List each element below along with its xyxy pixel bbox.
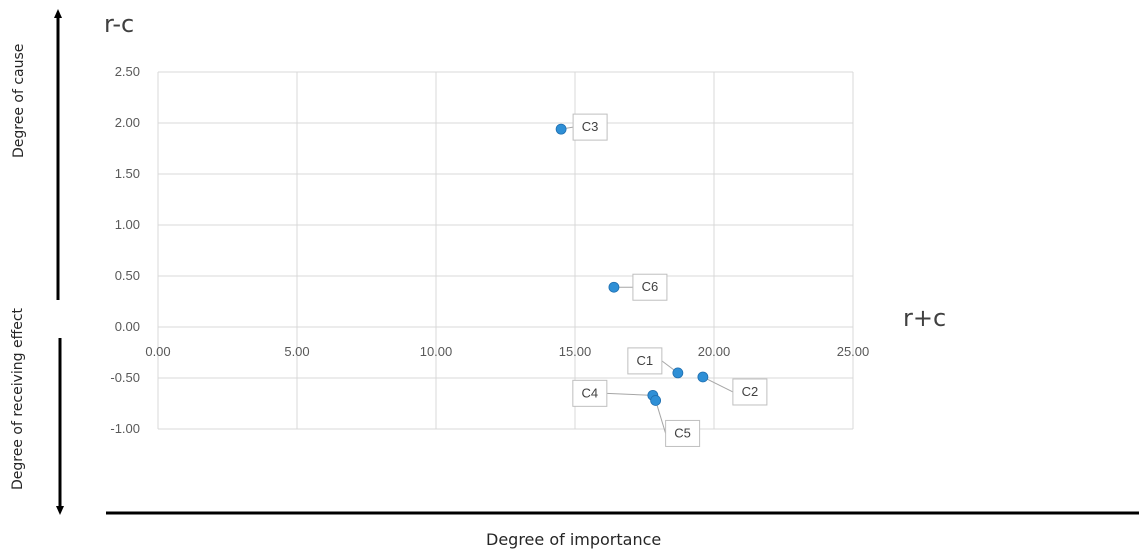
data-point-c5 — [650, 395, 662, 406]
degree-of-importance-label: Degree of importance — [486, 530, 662, 549]
y-tick-label: 2.50 — [115, 64, 140, 79]
y-tick-label: 0.00 — [115, 319, 140, 334]
y-tick-label: 0.50 — [115, 268, 140, 283]
data-label-box-c4 — [572, 379, 608, 407]
data-label-layer: C1 C2 C3 C4 C5 C6 — [572, 113, 768, 447]
y-tick-label: -1.00 — [110, 421, 140, 436]
x-tick-label: 10.00 — [420, 344, 453, 359]
receiving-effect-arrow — [56, 338, 64, 515]
leader-line-c5 — [655, 400, 667, 434]
leader-line-c4 — [606, 392, 653, 396]
x-tick-label: 0.00 — [145, 344, 170, 359]
data-label-c3: C3 — [582, 119, 599, 134]
data-label-box-c2 — [732, 378, 768, 406]
data-label-c5: C5 — [674, 425, 691, 440]
grid-layer — [157, 71, 854, 430]
data-label-c6: C6 — [642, 279, 659, 294]
tick-label-layer: 2.50 2.00 1.50 1.00 0.50 0.00 -0.50 -1.00 0.00 5.… — [110, 64, 869, 436]
degree-of-cause-label: Degree of cause — [11, 43, 27, 158]
y-tick-label: 2.00 — [115, 115, 140, 130]
x-tick-label: 20.00 — [698, 344, 731, 359]
x-tick-label: 15.00 — [559, 344, 592, 359]
y-tick-label: -0.50 — [110, 370, 140, 385]
leader-line-c2 — [702, 376, 734, 393]
data-label-c2: C2 — [742, 384, 759, 399]
x-axis-title: r+c — [903, 304, 947, 332]
data-label-box-c5 — [665, 419, 701, 447]
data-label-c4: C4 — [582, 385, 599, 400]
data-label-c1: C1 — [637, 353, 654, 368]
y-axis-title: r-c — [104, 10, 135, 38]
data-point-layer — [555, 123, 709, 406]
data-label-box-c1 — [627, 347, 663, 375]
data-point-c6 — [608, 281, 620, 293]
degree-of-receiving-effect-label: Degree of receiving effect — [10, 307, 26, 491]
y-tick-label: 1.50 — [115, 166, 140, 181]
data-point-c1 — [672, 367, 684, 379]
data-point-c2 — [697, 371, 709, 383]
cause-arrow — [54, 9, 62, 300]
data-point-c3 — [555, 123, 567, 135]
data-label-box-c6 — [632, 273, 668, 301]
data-label-box-c3 — [572, 113, 608, 141]
x-tick-label: 25.00 — [837, 344, 870, 359]
x-tick-label: 5.00 — [284, 344, 309, 359]
y-tick-label: 1.00 — [115, 217, 140, 232]
